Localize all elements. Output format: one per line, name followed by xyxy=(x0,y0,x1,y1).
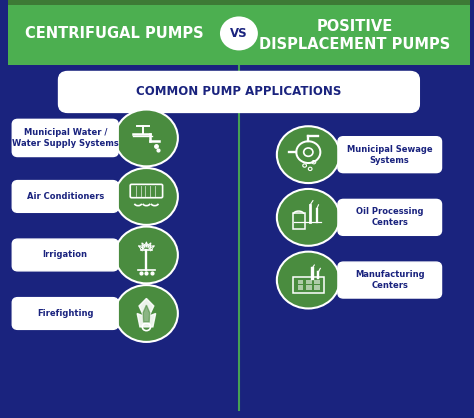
FancyBboxPatch shape xyxy=(298,285,303,290)
Text: Municipal Water /
Water Supply Systems: Municipal Water / Water Supply Systems xyxy=(12,128,118,148)
FancyBboxPatch shape xyxy=(338,199,442,235)
Polygon shape xyxy=(137,298,155,327)
Polygon shape xyxy=(143,305,150,322)
Text: CENTRIFUGAL PUMPS: CENTRIFUGAL PUMPS xyxy=(25,26,203,41)
Text: Manufacturing
Centers: Manufacturing Centers xyxy=(355,270,425,290)
FancyBboxPatch shape xyxy=(12,298,118,329)
Text: Oil Processing
Centers: Oil Processing Centers xyxy=(356,207,423,227)
Circle shape xyxy=(115,227,178,283)
Circle shape xyxy=(219,15,259,52)
Text: Irrigation: Irrigation xyxy=(43,250,88,260)
Text: POSITIVE
DISPLACEMENT PUMPS: POSITIVE DISPLACEMENT PUMPS xyxy=(259,19,450,52)
FancyBboxPatch shape xyxy=(58,71,419,112)
Text: VS: VS xyxy=(230,27,248,40)
FancyBboxPatch shape xyxy=(8,0,470,65)
FancyBboxPatch shape xyxy=(338,262,442,298)
Circle shape xyxy=(115,110,178,166)
FancyBboxPatch shape xyxy=(298,280,303,284)
Circle shape xyxy=(277,252,340,308)
FancyBboxPatch shape xyxy=(338,137,442,173)
Text: Municipal Sewage
Systems: Municipal Sewage Systems xyxy=(347,145,433,165)
Circle shape xyxy=(277,189,340,246)
Circle shape xyxy=(115,285,178,342)
FancyBboxPatch shape xyxy=(12,239,118,271)
FancyBboxPatch shape xyxy=(314,280,320,284)
FancyBboxPatch shape xyxy=(12,120,118,157)
FancyBboxPatch shape xyxy=(306,285,311,290)
Text: COMMON PUMP APPLICATIONS: COMMON PUMP APPLICATIONS xyxy=(136,85,342,99)
FancyBboxPatch shape xyxy=(8,0,470,5)
FancyBboxPatch shape xyxy=(12,181,118,212)
Text: Air Conditioners: Air Conditioners xyxy=(27,192,104,201)
Circle shape xyxy=(115,168,178,225)
Circle shape xyxy=(277,126,340,183)
Text: Firefighting: Firefighting xyxy=(37,309,93,318)
FancyBboxPatch shape xyxy=(306,280,311,284)
FancyBboxPatch shape xyxy=(314,285,320,290)
